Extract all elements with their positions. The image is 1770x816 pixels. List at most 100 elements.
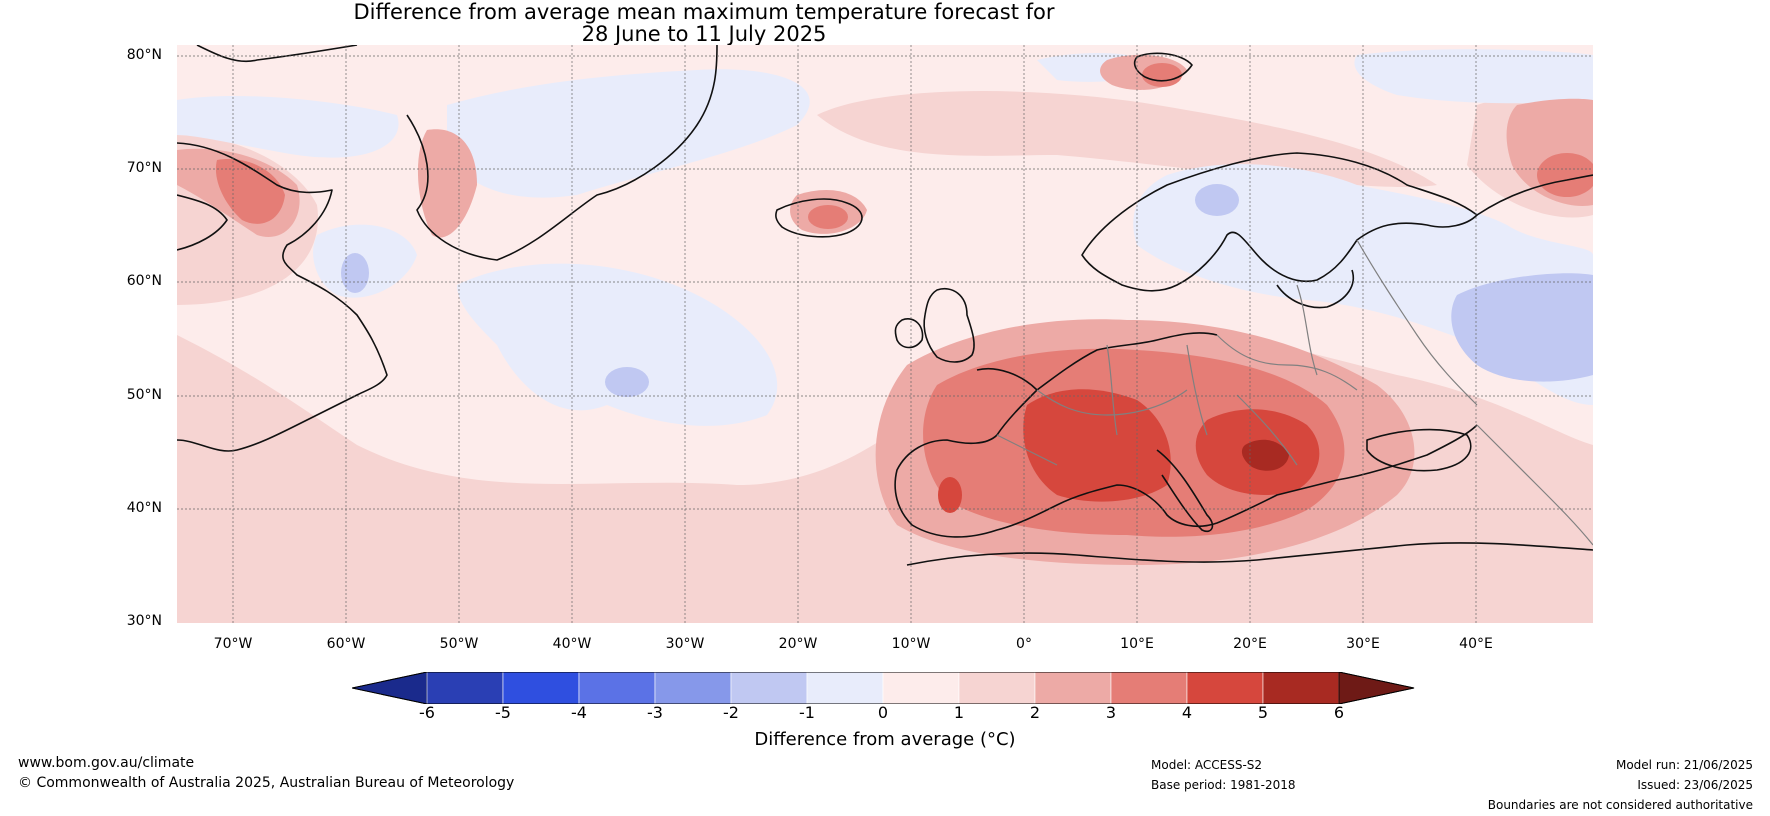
colorbar-segments — [352, 672, 1415, 704]
anomaly-warm2-north-atlantic — [817, 91, 1437, 188]
footer-base-period: Base period: 1981-2018 — [1151, 778, 1296, 792]
lat-label-30N: 30°N — [126, 613, 162, 629]
anomaly-warm4-kara — [1537, 153, 1593, 197]
lon-label-30E: 30°E — [1346, 636, 1380, 652]
border-3 — [1186, 344, 1208, 436]
colorbar-segment — [578, 672, 656, 704]
coast-baltic — [1276, 269, 1354, 309]
coast-britain — [923, 288, 975, 363]
coast-greenland — [406, 45, 718, 261]
border-6 — [1356, 239, 1478, 406]
colorbar — [352, 672, 1415, 704]
anomaly-cold2-norway-spot — [1195, 184, 1239, 216]
coast-svalbard — [1133, 52, 1193, 82]
lon-label-0: 0° — [1016, 636, 1032, 652]
border-8 — [996, 434, 1058, 466]
colorbar-segment — [1034, 672, 1112, 704]
colorbar-segment — [502, 672, 580, 704]
footer-model-run: Model run: 21/06/2025 — [1615, 758, 1753, 772]
lon-label-40W: 40°W — [552, 636, 592, 652]
graticule — [177, 45, 1593, 623]
map-title-line1: Difference from average mean maximum tem… — [353, 0, 1055, 24]
colorbar-segment — [1186, 672, 1264, 704]
lat-label-70N: 70°N — [126, 160, 162, 176]
anomaly-warm4-iceland — [808, 205, 848, 229]
colorbar-extend-high — [1338, 672, 1415, 704]
country-borders — [996, 239, 1593, 546]
colorbar-tick-label: 3 — [1105, 703, 1117, 722]
border-1 — [1036, 389, 1188, 416]
colorbar-tick-label: -5 — [495, 703, 511, 722]
lon-label-40E: 40°E — [1459, 636, 1493, 652]
coast-ireland — [894, 318, 924, 349]
border-5 — [1296, 284, 1318, 376]
colorbar-segment — [958, 672, 1036, 704]
colorbar-segment — [1110, 672, 1188, 704]
anomaly-cold2-russia — [1451, 273, 1593, 382]
lon-label-60W: 60°W — [326, 636, 366, 652]
coast-europe-north — [1036, 332, 1218, 391]
colorbar-segment — [1262, 672, 1340, 704]
map-canvas — [177, 45, 1593, 623]
border-7 — [1236, 394, 1298, 466]
footer-issued: Issued: 23/06/2025 — [1637, 778, 1753, 792]
anomaly-warm5-spain — [938, 477, 962, 513]
coast-labrador — [177, 194, 228, 251]
colorbar-tick-label: 5 — [1257, 703, 1269, 722]
coast-black-sea — [1366, 428, 1472, 472]
coast-scandinavia — [1081, 152, 1478, 292]
anomaly-cold1-mid-atlantic — [457, 263, 778, 426]
colorbar-extend-low — [352, 672, 428, 704]
anomaly-warm4-hudson — [215, 159, 285, 224]
coast-russia-north — [1476, 174, 1593, 216]
coast-mediterranean-south — [906, 542, 1593, 566]
footer-website: www.bom.gov.au/climate — [18, 755, 195, 771]
colorbar-tick-label: 2 — [1029, 703, 1041, 722]
anomaly-cold2-labrador-spot — [341, 253, 369, 293]
anomaly-cold1-greenland-sea — [447, 69, 810, 198]
border-4 — [1216, 334, 1358, 391]
map-title-line2: 28 June to 11 July 2025 — [581, 22, 827, 46]
colorbar-segment — [654, 672, 732, 704]
coast-europe-west — [894, 367, 1478, 538]
lat-label-60N: 60°N — [126, 273, 162, 289]
lat-label-80N: 80°N — [126, 47, 162, 63]
colorbar-segment — [806, 672, 884, 704]
anomaly-cold1-west-greenland — [177, 95, 399, 158]
anomaly-warm6-hungary — [1241, 439, 1289, 471]
lon-label-10E: 10°E — [1120, 636, 1154, 652]
anomaly-warm5-france — [1023, 389, 1171, 502]
anomaly-warm3-east-greenland — [417, 129, 477, 238]
colorbar-label: Difference from average (°C) — [754, 729, 1016, 750]
coast-iceland — [775, 198, 863, 238]
colorbar-tick-label: 1 — [953, 703, 965, 722]
lon-label-20E: 20°E — [1233, 636, 1267, 652]
temperature-anomaly-map — [177, 45, 1593, 623]
colorbar-tick-label: -4 — [571, 703, 587, 722]
coastlines — [177, 45, 1593, 566]
footer-model: Model: ACCESS-S2 — [1151, 758, 1263, 772]
coast-greenland-west — [196, 45, 358, 63]
lon-label-70W: 70°W — [213, 636, 253, 652]
colorbar-tick-label: -1 — [799, 703, 815, 722]
colorbar-tick-label: 4 — [1181, 703, 1193, 722]
coast-north-america — [177, 142, 388, 452]
lat-label-50N: 50°N — [126, 387, 162, 403]
colorbar-tick-label: -2 — [723, 703, 739, 722]
anomaly-cold1-barents — [1354, 49, 1593, 104]
lon-label-30W: 30°W — [665, 636, 705, 652]
lat-label-40N: 40°N — [126, 500, 162, 516]
lon-label-10W: 10°W — [891, 636, 931, 652]
colorbar-tick-label: 0 — [877, 703, 889, 722]
border-9 — [1476, 424, 1593, 546]
border-2 — [1106, 344, 1118, 436]
footer-copyright: © Commonwealth of Australia 2025, Austra… — [18, 775, 515, 791]
colorbar-segment — [730, 672, 808, 704]
colorbar-tick-label: -3 — [647, 703, 663, 722]
anomaly-warm4-svalbard — [1142, 63, 1182, 87]
colorbar-segment — [426, 672, 504, 704]
lon-label-50W: 50°W — [439, 636, 479, 652]
coast-italy — [1156, 449, 1214, 533]
colorbar-tick-label: 6 — [1333, 703, 1345, 722]
lon-label-20W: 20°W — [778, 636, 818, 652]
